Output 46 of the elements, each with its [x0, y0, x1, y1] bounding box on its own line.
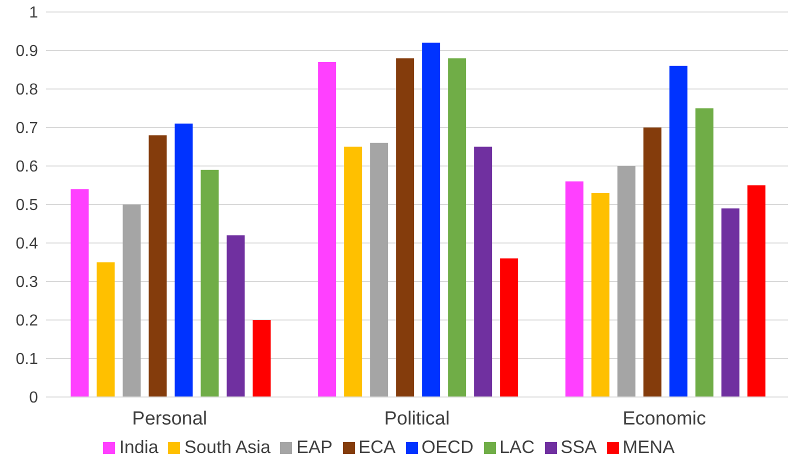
bar	[70, 189, 89, 397]
bar	[500, 258, 518, 397]
bar	[318, 62, 336, 397]
bar	[200, 170, 219, 397]
x-tick-label: Political	[384, 408, 450, 430]
legend-label: South Asia	[184, 437, 270, 457]
legend-label: MENA	[622, 437, 675, 457]
y-tick-label: 0.6	[16, 158, 38, 176]
legend-label: OECD	[422, 437, 474, 457]
y-tick-label: 0.8	[16, 82, 38, 99]
y-tick-label: 1	[29, 4, 38, 22]
y-tick-label: 0.9	[16, 43, 38, 60]
legend-label: ECA	[358, 437, 396, 457]
bar	[148, 135, 167, 397]
bar	[565, 181, 584, 397]
bar	[96, 262, 115, 397]
y-tick-label: 0.7	[16, 120, 38, 138]
bar	[122, 204, 141, 397]
y-tick-label: 0.2	[16, 312, 38, 330]
bar	[617, 166, 636, 397]
y-tick-label: 0.4	[16, 236, 38, 253]
bar	[370, 142, 388, 397]
bar	[422, 42, 440, 397]
bar	[591, 192, 610, 397]
y-tick-label: 0.5	[16, 197, 38, 214]
x-tick-label: Economic	[622, 408, 706, 430]
bar	[669, 66, 688, 397]
bar	[643, 128, 662, 397]
bar	[252, 320, 271, 397]
y-tick-label: 0.1	[16, 351, 38, 368]
bar	[448, 58, 466, 397]
legend-label: LAC	[500, 437, 535, 457]
bar	[174, 124, 193, 397]
y-tick-label: 0.3	[16, 274, 38, 292]
bar	[396, 58, 414, 397]
bar	[226, 235, 245, 397]
legend-label: SSA	[560, 437, 597, 457]
bar	[695, 108, 714, 397]
bar	[747, 185, 766, 397]
bar	[721, 208, 740, 397]
x-tick-label: Personal	[132, 408, 208, 430]
legend-label: EAP	[296, 437, 333, 457]
bar	[344, 146, 362, 397]
bar	[474, 146, 492, 397]
y-tick-label: 0	[29, 390, 38, 407]
legend-label: India	[119, 437, 158, 457]
